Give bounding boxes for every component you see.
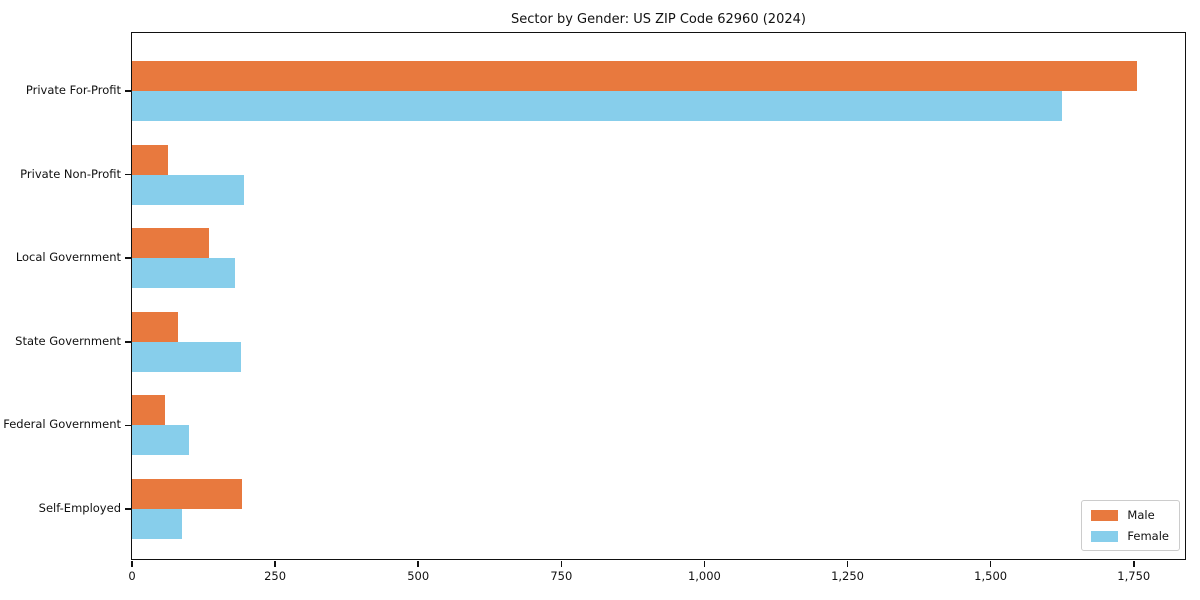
x-axis-tick-label: 250 — [264, 569, 287, 583]
x-axis-tick-label: 1,000 — [687, 569, 721, 583]
x-axis-tick — [131, 560, 133, 567]
bar-male-0 — [132, 61, 1137, 91]
x-axis-tick — [560, 560, 563, 567]
bar-male-2 — [132, 228, 210, 259]
bar-male-3 — [132, 311, 178, 342]
y-axis-category-label: Private For-Profit — [25, 83, 121, 97]
y-axis-tick — [124, 90, 131, 92]
x-axis-tick — [417, 560, 419, 567]
plot-area: Male Female Private For-Profit Private Non… — [3, 32, 1186, 583]
bar-female-3 — [132, 341, 241, 372]
y-axis-tick — [124, 341, 131, 343]
y-axis-category-label: Private Non-Profit — [20, 166, 121, 181]
legend-row-male: Male — [1091, 508, 1169, 522]
x-axis-tick-label: 0 — [128, 569, 136, 583]
legend: Male Female — [1081, 500, 1180, 551]
x-axis-tick — [989, 560, 992, 567]
legend-swatch-female — [1091, 530, 1119, 542]
bar-female-5 — [132, 509, 182, 539]
chart-title: Sector by Gender: US ZIP Code 62960 (202… — [511, 12, 806, 27]
legend-label: Female — [1127, 529, 1169, 543]
y-axis-tick — [124, 257, 131, 259]
x-axis-tick — [846, 560, 849, 567]
x-axis-tick-label: 1,500 — [974, 569, 1008, 583]
bar-female-2 — [132, 258, 236, 289]
bar-female-1 — [132, 174, 244, 205]
bar-male-1 — [132, 144, 169, 175]
x-axis-tick-label: 1,250 — [831, 569, 864, 583]
x-axis-tick-label: 500 — [407, 569, 430, 583]
x-axis-tick — [1133, 560, 1135, 567]
y-axis-category-label: State Government — [15, 333, 121, 348]
x-axis-tick-label: 1,750 — [1117, 569, 1151, 583]
legend-row-female: Female — [1091, 529, 1169, 543]
y-axis-tick — [124, 424, 131, 427]
y-axis-category-label: Federal Government — [3, 417, 121, 432]
y-axis-category-label: Self-Employed — [38, 501, 121, 515]
legend-label: Male — [1127, 508, 1155, 522]
y-axis-tick — [124, 508, 131, 510]
x-axis-tick — [703, 560, 706, 567]
y-axis-category-label: Local Government — [15, 250, 121, 265]
x-axis-tick-label: 750 — [550, 569, 573, 583]
bar-male-4 — [132, 395, 166, 426]
y-axis-tick — [124, 173, 131, 176]
x-axis-tick — [274, 560, 276, 567]
bar-female-0 — [132, 91, 1063, 121]
bar-female-4 — [132, 425, 190, 456]
legend-swatch-male — [1091, 509, 1119, 521]
bar-male-5 — [132, 479, 243, 509]
